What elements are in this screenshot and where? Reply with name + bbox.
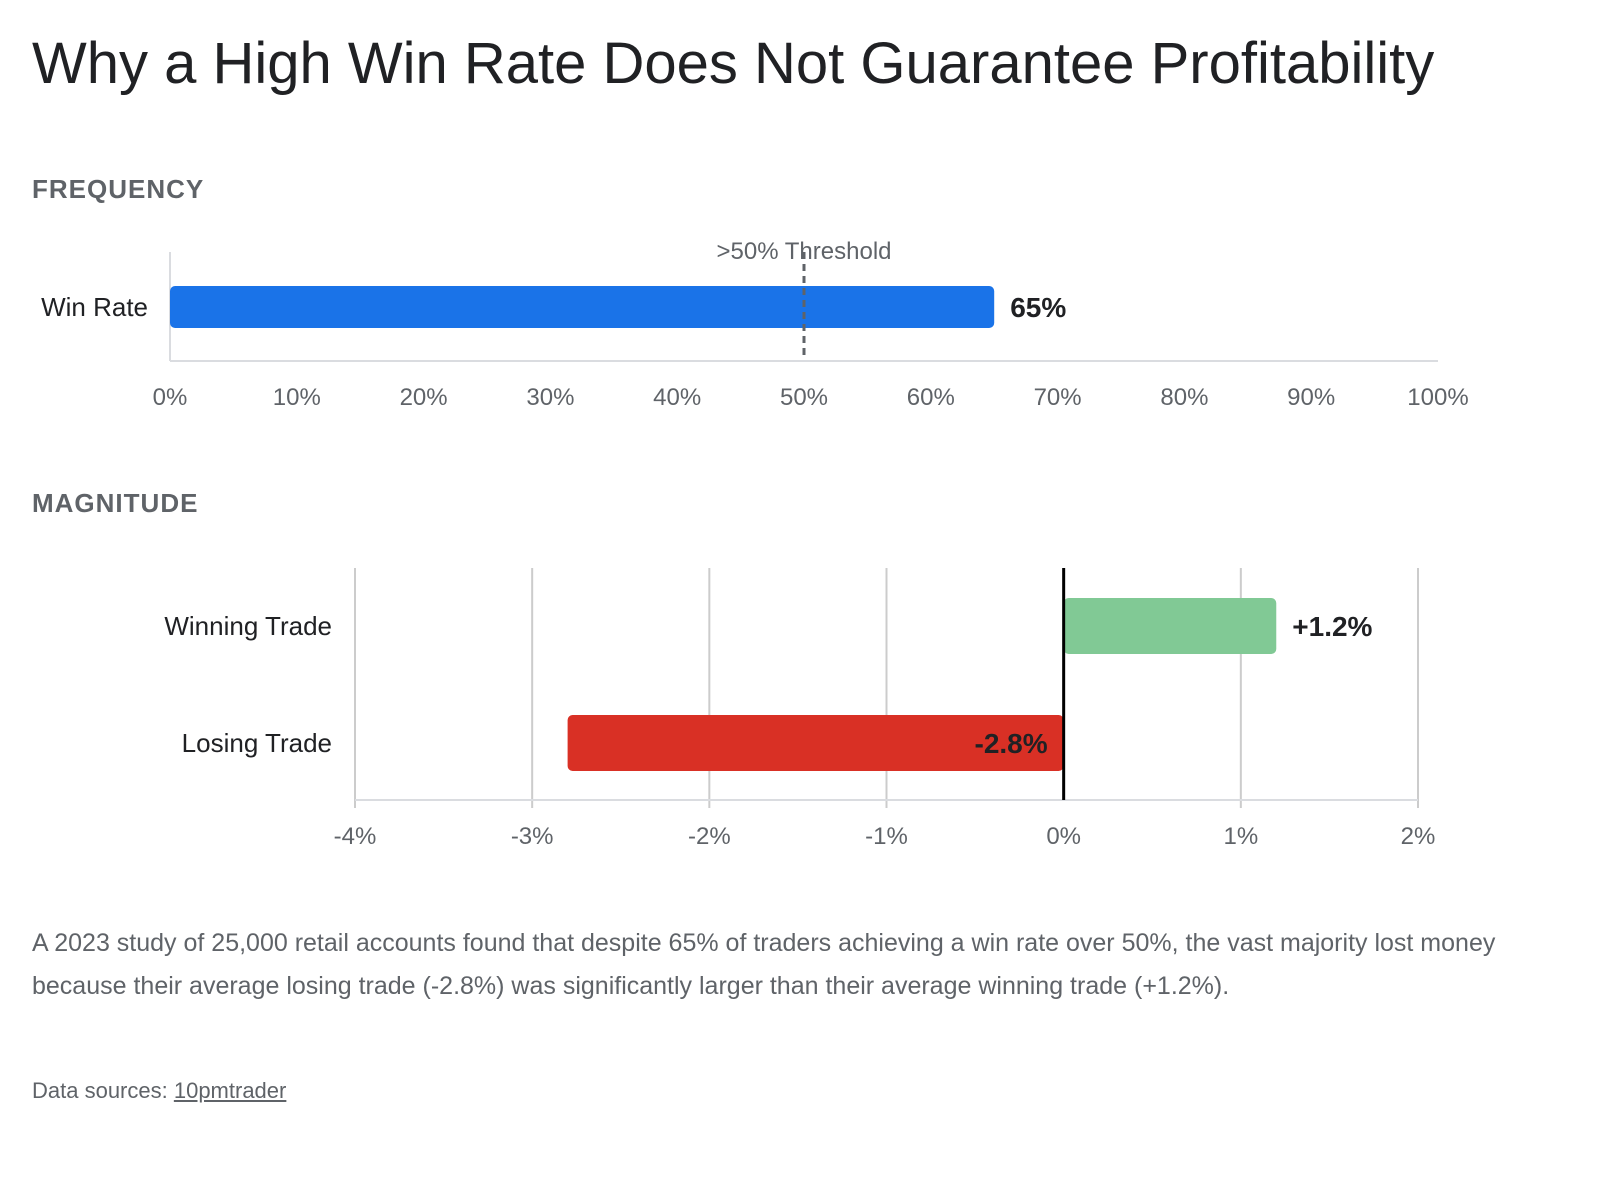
magnitude-x-tick-label: 0% [1046, 823, 1081, 850]
frequency-x-tick-label: 40% [653, 384, 701, 411]
frequency-category-label: Win Rate [41, 292, 148, 322]
frequency-x-tick-label: 10% [273, 384, 321, 411]
source-prefix: Data sources: [32, 1078, 174, 1103]
losing-trade-value-label: -2.8% [975, 728, 1048, 759]
winning-trade-label: Winning Trade [164, 611, 332, 641]
winning-trade-bar [1063, 598, 1277, 654]
magnitude-x-tick-label: 2% [1401, 823, 1436, 850]
threshold-label: >50% Threshold [716, 238, 891, 265]
frequency-x-tick-label: 0% [153, 384, 188, 411]
winning-trade-value-label: +1.2% [1292, 611, 1372, 642]
magnitude-x-tick-label: -3% [511, 823, 554, 850]
win-rate-bar [170, 286, 995, 328]
frequency-x-tick-label: 100% [1407, 384, 1468, 411]
magnitude-x-tick-label: -2% [688, 823, 731, 850]
magnitude-x-tick-label: -4% [334, 823, 377, 850]
losing-trade-bar [567, 715, 1064, 771]
magnitude-section-label: MAGNITUDE [32, 488, 199, 518]
chart-caption: A 2023 study of 25,000 retail accounts f… [32, 929, 1496, 1000]
frequency-x-tick-label: 60% [907, 384, 955, 411]
win-rate-value-label: 65% [1010, 292, 1066, 323]
frequency-chart: 0% 10% 20% 30% 40% 50% 60% 70% 80% 90% 100% Win Rat… [41, 238, 1469, 411]
frequency-x-tick-label: 70% [1034, 384, 1082, 411]
frequency-x-tick-label: 80% [1160, 384, 1208, 411]
frequency-section-label: FREQUENCY [32, 174, 205, 204]
frequency-x-tick-label: 30% [526, 384, 574, 411]
frequency-x-tick-label: 20% [400, 384, 448, 411]
data-source: Data sources: 10pmtrader [32, 1078, 286, 1104]
frequency-x-tick-label: 50% [780, 384, 828, 411]
frequency-x-tick-label: 90% [1287, 384, 1335, 411]
magnitude-x-tick-label: -1% [865, 823, 908, 850]
source-link[interactable]: 10pmtrader [173, 1078, 287, 1103]
losing-trade-label: Losing Trade [182, 728, 332, 758]
magnitude-x-tick-label: 1% [1223, 823, 1258, 850]
page-title: Why a High Win Rate Does Not Guarantee P… [32, 31, 1435, 96]
magnitude-chart: -4% -3% -2% -1% 0% 1% 2% Winning Trade +1.2% Losi… [164, 568, 1436, 850]
